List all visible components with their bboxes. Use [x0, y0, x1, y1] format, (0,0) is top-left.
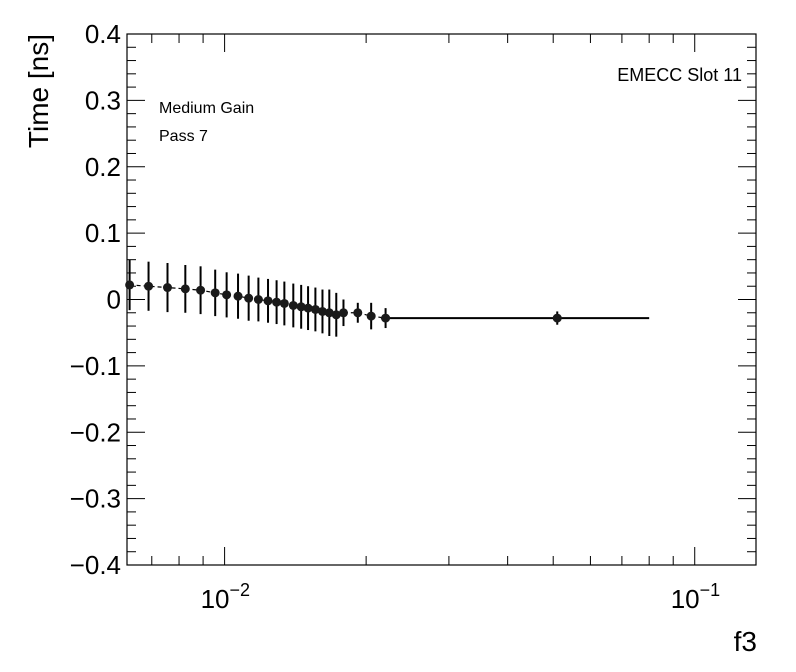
axis-ticks: [127, 33, 756, 566]
data-point: [180, 284, 190, 294]
y-tick-label: 0.3: [85, 85, 121, 115]
data-point: [353, 308, 363, 318]
x-tick-label-exponent: −2: [230, 580, 251, 600]
data-point: [279, 298, 289, 308]
x-tick-labels: 10−2 10−1: [201, 580, 721, 614]
annotation-slot: EMECC Slot 11: [617, 65, 742, 85]
data-point: [125, 280, 135, 290]
y-tick-label: 0: [107, 285, 121, 315]
data-point: [196, 285, 206, 295]
y-tick-label: −0.2: [70, 417, 121, 447]
data-point: [324, 308, 334, 318]
data-point: [338, 308, 348, 318]
annotation-pass: Pass 7: [159, 128, 208, 145]
data-point: [263, 296, 273, 306]
x-tick-label-exponent: −1: [700, 580, 721, 600]
x-tick-label: 10−2: [201, 580, 250, 614]
y-tick-label: −0.4: [70, 550, 121, 580]
data-point: [253, 295, 263, 304]
x-axis-title: f3: [734, 626, 757, 657]
x-tick-label-base: 10: [201, 584, 230, 614]
data-point: [162, 283, 172, 293]
y-tick-label: 0.4: [85, 19, 121, 49]
data-point: [233, 291, 243, 301]
data-point: [381, 313, 391, 323]
data-point: [222, 290, 232, 300]
data-point: [272, 297, 282, 307]
data-point: [552, 313, 562, 323]
data-series: [125, 259, 650, 337]
data-point: [303, 303, 313, 313]
y-tick-label: −0.1: [70, 351, 121, 381]
x-tick-label-base: 10: [671, 584, 700, 614]
y-tick-label: −0.3: [70, 484, 121, 514]
x-tick-label: 10−1: [671, 580, 720, 614]
data-point: [296, 302, 306, 312]
y-tick-label: 0.2: [85, 152, 121, 182]
y-axis-title: Time [ns]: [23, 34, 54, 148]
data-point: [317, 306, 327, 316]
data-point: [310, 304, 320, 314]
data-point: [244, 293, 254, 303]
data-point: [288, 300, 298, 310]
data-point: [144, 281, 154, 291]
data-point: [331, 310, 341, 320]
y-tick-labels: 0.4 0.3 0.2 0.1 0 −0.1 −0.2 −0.3 −0.4: [70, 19, 121, 580]
data-point: [366, 311, 376, 321]
data-point: [210, 288, 220, 298]
annotation-gain: Medium Gain: [159, 100, 254, 117]
y-tick-label: 0.1: [85, 218, 121, 248]
